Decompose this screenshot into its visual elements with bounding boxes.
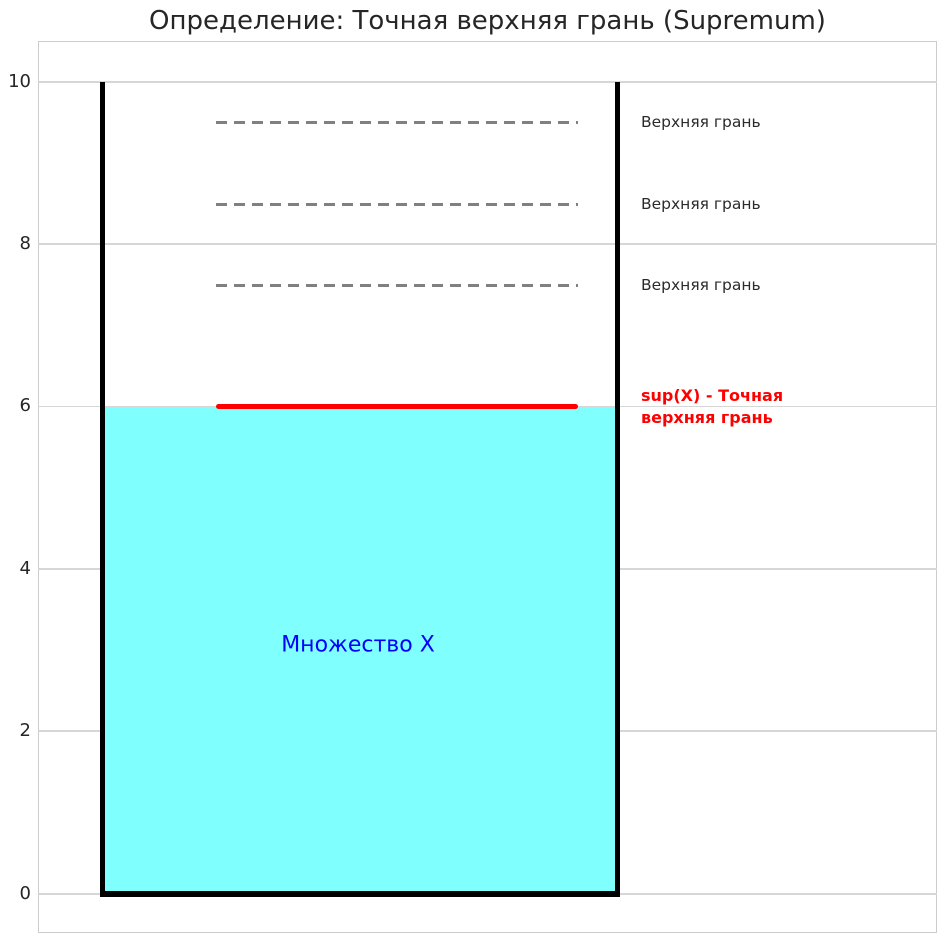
vessel-right-wall [615, 82, 620, 897]
upper-bound-line-8-5 [216, 203, 578, 206]
supremum-line [216, 404, 578, 409]
upper-bound-line-9-5 [216, 121, 578, 124]
supremum-label-line2: верхняя грань [641, 408, 773, 427]
upper-bound-label-7-5: Верхняя грань [641, 276, 761, 294]
chart-title: Определение: Точная верхняя грань (Supre… [149, 6, 826, 36]
vessel-left-wall [100, 82, 105, 897]
y-tick-label-8: 8 [19, 233, 31, 254]
upper-bound-label-9-5: Верхняя грань [641, 113, 761, 131]
y-tick-label-4: 4 [19, 558, 31, 579]
upper-bound-line-7-5 [216, 284, 578, 287]
set-region-label: Множество X [281, 632, 435, 658]
upper-bound-label-8-5: Верхняя грань [641, 195, 761, 213]
gridline-y8 [38, 243, 937, 245]
supremum-label-line1: sup(X) - Точная [641, 386, 784, 405]
y-tick-label-2: 2 [19, 720, 31, 741]
y-tick-label-10: 10 [8, 71, 31, 92]
set-region-fill [105, 407, 615, 891]
y-tick-label-0: 0 [19, 883, 31, 904]
y-tick-label-6: 6 [19, 395, 31, 416]
vessel-bottom [100, 891, 620, 897]
gridline-y10 [38, 81, 937, 83]
supremum-label: sup(X) - Точная верхняя грань [641, 385, 783, 429]
